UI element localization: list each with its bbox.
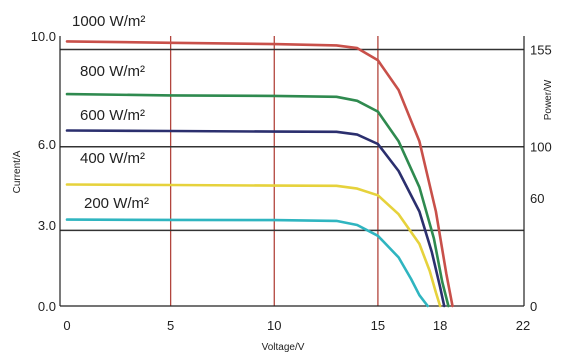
x-tick-label: 22	[516, 318, 530, 333]
x-tick-label: 15	[371, 318, 385, 333]
y-tick-label: 0.0	[38, 299, 56, 314]
x-axis-title: Voltage/V	[262, 342, 305, 353]
y2-axis-title: Power/W	[543, 79, 554, 120]
series-label: 200 W/m²	[84, 195, 149, 212]
y2-tick-label: 100	[530, 140, 552, 155]
y2-tick-label: 155	[530, 43, 552, 58]
x-tick-label: 10	[267, 318, 281, 333]
series-line	[67, 220, 428, 306]
series-line	[67, 41, 453, 306]
y-tick-label: 6.0	[38, 137, 56, 152]
x-tick-label: 0	[63, 318, 70, 333]
series-label: 400 W/m²	[80, 150, 145, 167]
y-tick-label: 3.0	[38, 218, 56, 233]
y-tick-label: 10.0	[31, 29, 56, 44]
x-tick-label: 5	[167, 318, 174, 333]
series-label: 600 W/m²	[80, 107, 145, 124]
series-label: 1000 W/m²	[72, 13, 145, 30]
series-label: 800 W/m²	[80, 63, 145, 80]
y2-tick-label: 0	[530, 299, 537, 314]
x-tick-label: 18	[433, 318, 447, 333]
y2-tick-label: 60	[530, 191, 544, 206]
y-axis-title: Current/A	[12, 150, 23, 193]
